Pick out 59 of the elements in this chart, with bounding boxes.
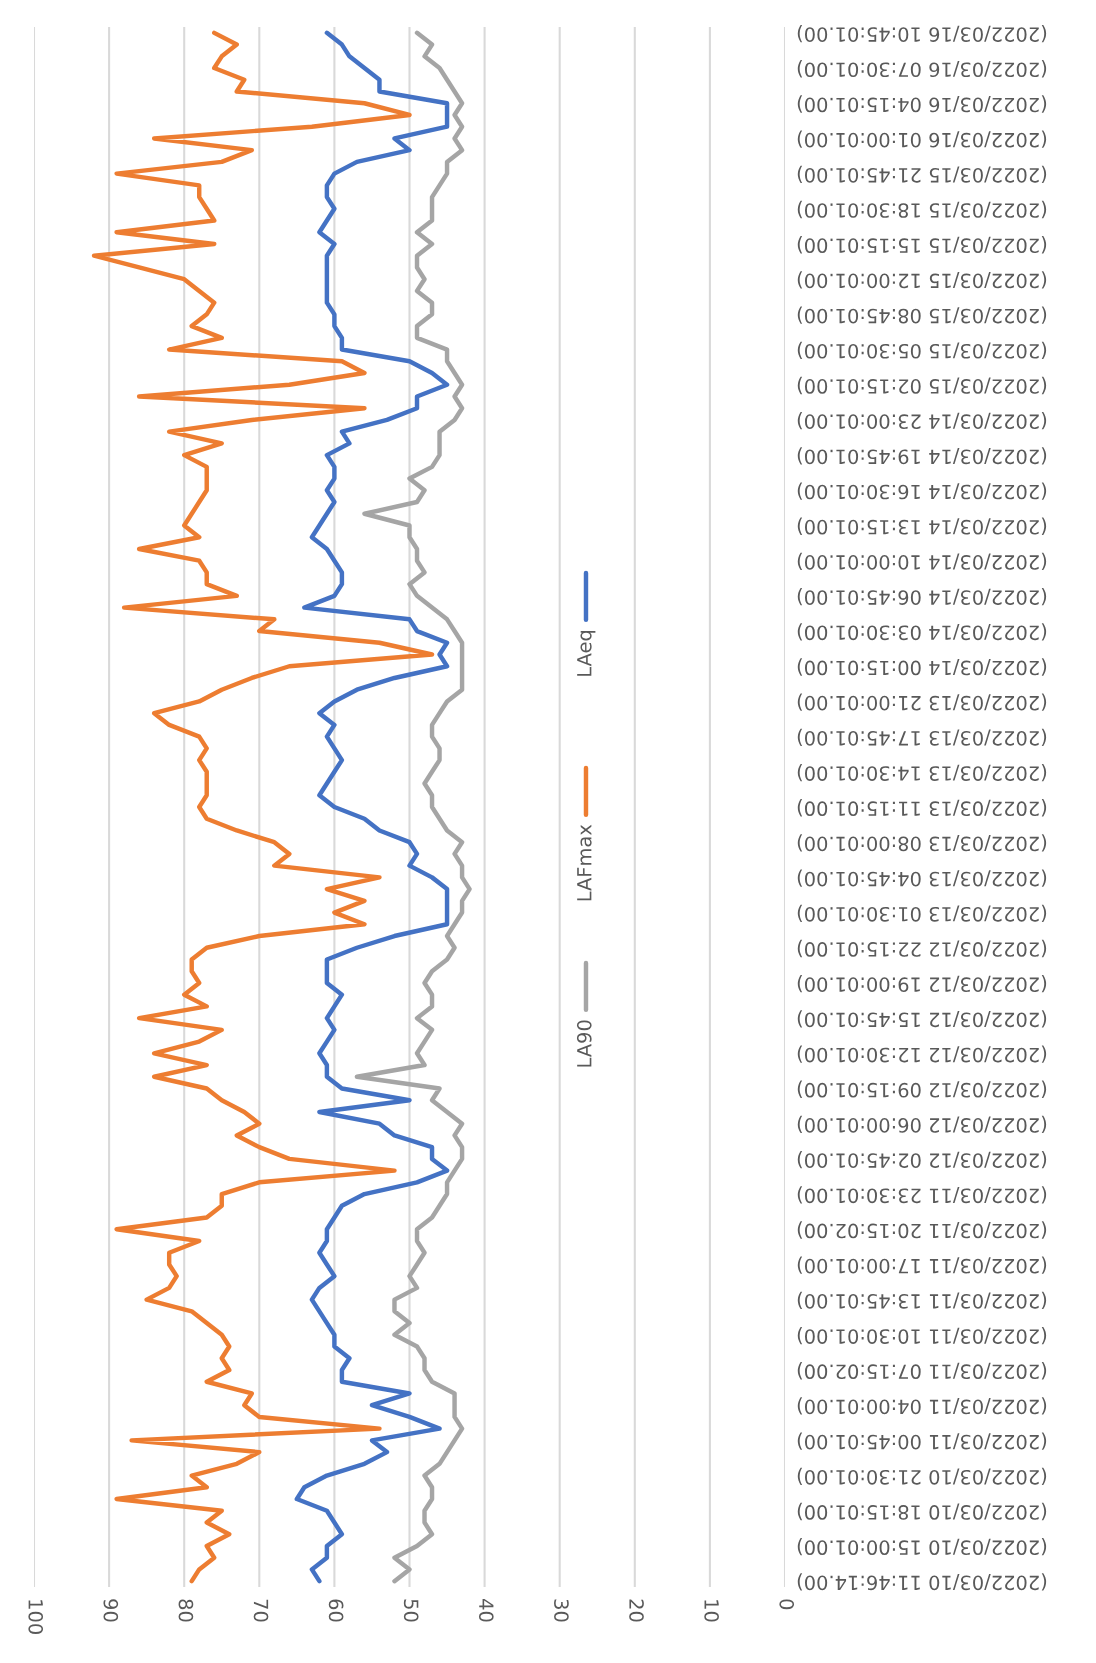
x-tick-label: 40 [478,1599,494,1622]
y-tick-label: (2022/03/11 17:00:01.00) [797,1256,1047,1274]
y-tick-label: (2022/03/10 15:00:01.00) [797,1538,1047,1556]
y-tick-label: (2022/03/12 15:45:01.00) [797,1010,1047,1028]
y-tick-label: (2022/03/14 00:15:01.00) [797,658,1047,676]
y-tick-label: (2022/03/11 23:30:01.00) [797,1186,1047,1204]
x-tick-label: 10 [704,1600,719,1622]
y-tick-label: (2022/03/14 03:30:01.00) [797,623,1047,641]
x-tick-label: 0 [779,1599,795,1610]
y-tick-label: (2022/03/13 14:30:01.00) [797,763,1047,782]
text: LA90 [576,1020,592,1067]
y-tick-label: (2022/03/15 15:15:01.00) [797,236,1047,254]
text: LAeq [577,630,596,676]
y-tick-label: (2022/03/13 17:45:01.00) [797,728,1047,747]
x-tick-label: 20 [629,1599,644,1622]
y-tick-label: (2022/03/16 10:45:01.00) [797,24,1047,43]
y-tick-label: (2022/03/13 01:30:01.00) [797,904,1047,922]
y-tick-label: (2022/03/14 16:30:01.00) [797,482,1047,500]
y-tick-label: (2022/03/10 18:15:01.00) [797,1502,1047,1521]
x-tick-label: 90 [103,1599,119,1622]
y-tick-label: (2022/03/15 08:45:01.00) [797,306,1047,324]
y-tick-label: (2022/03/10 11:46:14.00) [797,1573,1047,1591]
x-tick-label: 100 [28,1600,44,1634]
y-tick-label: (2022/03/15 12:00:01.00) [797,271,1047,289]
y-tick-label: (2022/03/12 22:15:01.00) [797,939,1047,958]
y-tick-label: (2022/03/12 12:30:01.00) [797,1045,1047,1063]
y-tick-label: (2022/03/12 02:45:01.00) [797,1150,1047,1169]
y-tick-label: (2022/03/15 18:30:01.00) [797,200,1047,219]
y-tick-label: (2022/03/10 21:30:01.00) [797,1467,1047,1485]
y-tick-label: (2022/03/15 05:30:01.00) [797,341,1047,359]
y-tick-label: (2022/03/11 13:45:01.00) [797,1291,1047,1310]
x-tick-label: 60 [328,1599,344,1622]
y-tick-label: (2022/03/11 00:45:01.00) [797,1432,1047,1450]
y-tick-label: (2022/03/14 19:45:01.00) [797,447,1047,465]
text: LAFmax [577,824,592,901]
y-tick-label: (2022/03/15 21:45:01.00) [797,165,1047,183]
x-tick-label: 30 [554,1599,569,1622]
y-tick-label: (2022/03/11 07:15:02.00) [797,1362,1047,1380]
y-tick-label: (2022/03/16 01:00:01.00) [797,130,1047,148]
x-tick-label: 50 [403,1599,419,1622]
y-tick-label: (2022/03/11 04:00:01.00) [797,1397,1047,1415]
y-tick-label: (2022/03/14 10:00:01.00) [797,552,1047,571]
y-tick-label: (2022/03/14 06:45:01.00) [797,587,1047,606]
y-tick-label: (2022/03/16 07:30:01.00) [797,60,1047,78]
y-tick-label: (2022/03/13 04:45:01.00) [797,869,1047,887]
y-tick-label: (2022/03/16 04:15:01.00) [797,95,1047,113]
y-tick-label: (2022/03/11 20:15:02.00) [797,1221,1047,1239]
y-tick-label: (2022/03/12 19:00:01.00) [797,975,1047,993]
y-tick-label: (2022/03/13 21:00:01.00) [797,693,1047,711]
y-tick-label: (2022/03/12 09:15:01.00) [797,1080,1047,1098]
y-tick-label: (2022/03/11 10:30:01.00) [797,1326,1047,1345]
x-tick-label: 70 [253,1599,269,1622]
y-tick-label: (2022/03/13 11:15:01.00) [797,799,1047,817]
y-tick-label: (2022/03/13 08:00:01.00) [797,834,1047,852]
y-tick-label: (2022/03/15 02:15:01.00) [797,376,1047,395]
y-tick-label: (2022/03/14 23:00:01.00) [797,412,1047,430]
y-tick-label: (2022/03/12 06:00:01.00) [797,1115,1047,1134]
x-tick-label: 80 [178,1599,194,1622]
y-tick-label: (2022/03/14 13:15:01.00) [797,517,1047,535]
